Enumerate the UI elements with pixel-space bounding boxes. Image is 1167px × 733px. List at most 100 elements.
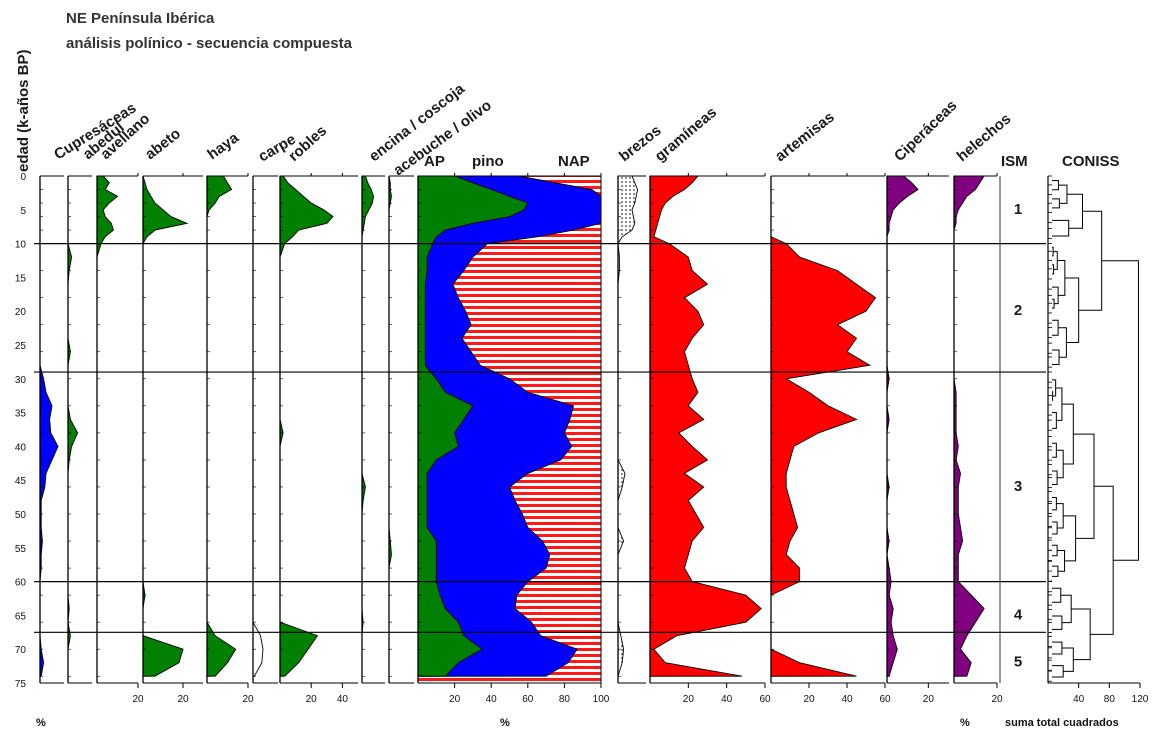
x-unit-3: % (960, 717, 970, 729)
taxon-panels: Cupresáceasabedul20avellano20abeto20haya… (39, 80, 1014, 705)
haya-panel: 20 haya (204, 129, 254, 705)
coniss-branch (1066, 193, 1083, 229)
artemisas-panel: 20 40 60 artemisas (770, 109, 891, 705)
y-tick-label: 70 (15, 645, 27, 656)
helechos-x-tick-label: 20 (991, 694, 1003, 705)
cupresaceas-panel: Cupresáceas (39, 99, 139, 684)
ap-header-label: AP (424, 153, 445, 170)
ciperaceas-panel: 20 Ciperáceas (886, 97, 960, 705)
cupresaceas-curve (39, 176, 59, 677)
y-tick-label: 60 (15, 578, 27, 589)
helechos-curve (953, 175, 985, 677)
coniss-branch (1052, 246, 1054, 257)
ap-pino-nap-x-tick-label: 40 (486, 694, 498, 705)
robles-curve (279, 175, 334, 677)
coniss-branch (1052, 665, 1064, 678)
ism-zone-number: 5 (1014, 654, 1022, 671)
gramineas-x-tick-label: 40 (721, 694, 733, 705)
y-tick-label: 10 (15, 240, 27, 251)
ism-zone-number: 2 (1014, 302, 1022, 319)
haya-label: haya (204, 129, 242, 163)
coniss-branch (1052, 286, 1059, 305)
coniss-branch (1052, 298, 1055, 309)
y-tick-label: 15 (15, 273, 27, 284)
avellano-curve (96, 175, 119, 677)
ciperaceas-label: Ciperáceas (891, 97, 960, 165)
abedul-curve (67, 176, 79, 677)
ism-column: ISM 1 2 3 4 5 (999, 153, 1028, 683)
artemisas-x-tick-label: 20 (803, 694, 815, 705)
chart-subtitle: análisis polínico - secuencia compuesta (66, 35, 353, 52)
y-tick-label: 75 (15, 679, 27, 690)
coniss-branch (1052, 264, 1055, 275)
ism-zone-number: 1 (1014, 201, 1022, 218)
robles-x-tick-label: 20 (306, 694, 318, 705)
abeto-curve (142, 175, 189, 677)
y-tick-label: 25 (15, 341, 27, 352)
coniss-branch (1052, 219, 1070, 237)
haya-x-tick-label: 20 (242, 694, 254, 705)
y-tick-label: 45 (15, 476, 27, 487)
carpe-curve (252, 176, 264, 677)
artemisas-x-tick-label: 60 (879, 694, 891, 705)
coniss-branch (1060, 594, 1072, 624)
coniss-branch (1052, 349, 1060, 366)
coniss-tick-label: 80 (1104, 694, 1116, 705)
ap-pino-nap-x-tick-label: 20 (449, 694, 461, 705)
x-unit-2: % (500, 717, 510, 729)
coniss-branch (1052, 391, 1054, 401)
encina-coscoja-curve (361, 175, 374, 677)
coniss-branch (1052, 587, 1062, 603)
coniss-branch (1071, 608, 1091, 661)
coniss-branch (1052, 412, 1057, 429)
coniss-branch (1058, 184, 1068, 204)
avellano-x-tick-label: 20 (132, 694, 144, 705)
coniss-branch (1052, 521, 1058, 535)
coniss-branch (1052, 379, 1057, 397)
robles-x-tick-label: 40 (337, 694, 349, 705)
coniss-tick-label: 120 (1132, 694, 1149, 705)
coniss-label: CONISS (1062, 153, 1120, 170)
y-tick-label: 30 (15, 375, 27, 386)
ap-area (417, 175, 529, 677)
ism-label: ISM (1001, 153, 1028, 170)
y-tick-label: 55 (15, 544, 27, 555)
ap-pino-nap-panel: 20 40 60 80 100 AP pino NAP (417, 153, 610, 705)
y-axis-label: edad (k-años BP) (15, 49, 32, 172)
y-tick-label: 35 (15, 409, 27, 420)
coniss-branch (1073, 433, 1095, 539)
coniss-branch (1052, 496, 1057, 511)
y-tick-label: 20 (15, 307, 27, 318)
y-tick-label: 0 (20, 172, 26, 183)
pino-header-label: pino (472, 153, 504, 170)
y-tick-label: 65 (15, 611, 27, 622)
artemisas-x-tick-label: 40 (841, 694, 853, 705)
coniss-xlabel: suma total cuadrados (1005, 717, 1119, 729)
abeto-label: abeto (142, 125, 184, 163)
abeto-panel: 20 abeto (142, 125, 203, 705)
abeto-x-tick-label: 20 (177, 694, 189, 705)
gramineas-x-tick-label: 60 (759, 694, 771, 705)
artemisas-label: artemisas (772, 109, 838, 166)
coniss-panel: CONISS suma total cuadrados 40 80 120 (1005, 153, 1149, 729)
coniss-branch (1052, 565, 1059, 577)
coniss-branch (1052, 179, 1059, 191)
haya-curve (206, 175, 237, 677)
ism-zone-number: 4 (1014, 606, 1023, 623)
y-tick-label: 50 (15, 510, 27, 521)
ap-pino-nap-x-tick-label: 80 (559, 694, 571, 705)
y-tick-label: 40 (15, 442, 27, 453)
chart-title: NE Península Ibérica (66, 10, 215, 27)
gramineas-curve (649, 175, 762, 677)
brezos-curve (617, 175, 639, 677)
ciperaceas-x-tick-label: 20 (923, 694, 935, 705)
coniss-branch (1064, 277, 1080, 343)
coniss-branch (1052, 544, 1058, 557)
coniss-branch (1052, 470, 1058, 485)
y-tick-label: 5 (20, 206, 26, 217)
coniss-branch (1052, 615, 1063, 630)
